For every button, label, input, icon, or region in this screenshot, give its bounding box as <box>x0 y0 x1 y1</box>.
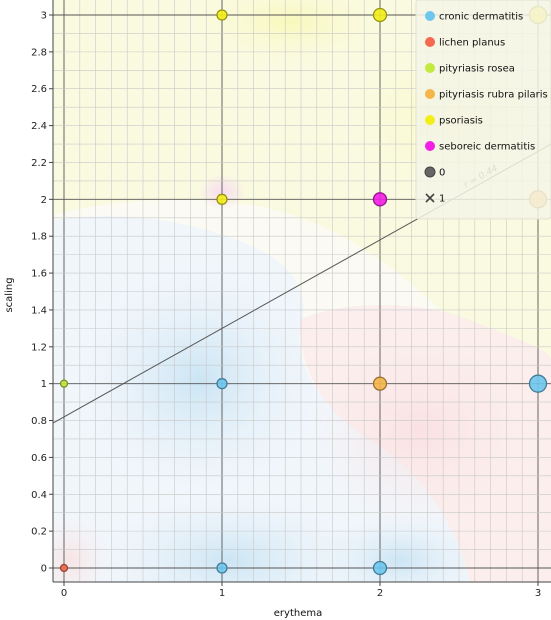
y-tick-label: 2 <box>41 195 47 206</box>
y-tick-label: 2.8 <box>31 47 47 58</box>
legend-shape-circle <box>424 166 436 178</box>
data-point <box>372 376 388 391</box>
data-point <box>372 560 388 576</box>
y-tick-label: 1.2 <box>31 342 47 353</box>
legend-label: cronic dermatitis <box>439 12 523 23</box>
y-tick-label: 1.4 <box>31 305 47 316</box>
y-tick-label: 3 <box>41 11 47 22</box>
y-axis-title: scaling <box>4 277 15 312</box>
data-point <box>216 193 228 205</box>
data-point <box>528 374 548 393</box>
y-tick-label: 0.2 <box>31 527 47 538</box>
legend-swatch <box>425 89 435 99</box>
y-tick-label: 2.4 <box>31 121 47 132</box>
y-tick-label: 1.6 <box>31 269 47 280</box>
data-point <box>59 379 69 388</box>
legend-shape-cross <box>425 193 435 203</box>
y-tick-label: 2.6 <box>31 84 47 95</box>
y-tick-label: 2.2 <box>31 158 47 169</box>
legend-label: seboreic dermatitis <box>439 142 535 153</box>
legend-shape-label: 1 <box>439 194 445 205</box>
data-point <box>372 192 388 207</box>
y-tick-label: 0.8 <box>31 416 47 427</box>
y-tick-label: 0.4 <box>31 490 47 501</box>
legend-swatch <box>425 37 435 47</box>
legend-swatch <box>425 141 435 151</box>
legend-label: pityriasis rubra pilaris <box>439 90 548 101</box>
data-point <box>216 378 228 390</box>
y-tick-label: 1.8 <box>31 232 47 243</box>
legend-swatch <box>425 11 435 21</box>
data-point <box>59 563 69 573</box>
y-tick-label: 1 <box>41 379 47 390</box>
legend-label: lichen planus <box>439 38 505 49</box>
legend-swatch <box>425 115 435 125</box>
x-axis-title: erythema <box>274 608 322 619</box>
legend-swatch <box>425 63 435 73</box>
y-tick-label: 0.6 <box>31 453 47 464</box>
x-tick-label: 3 <box>535 588 541 599</box>
legend-shape-label: 0 <box>439 168 445 179</box>
x-tick-label: 0 <box>61 588 67 599</box>
axis-ticks: 0 1 2 3 0 0.2 0.4 0.6 0.8 1 1.2 1.4 1.6 1.8 2 2.2 2.4 2.6… <box>31 11 541 600</box>
x-tick-label: 2 <box>377 588 383 599</box>
data-point <box>216 9 228 21</box>
x-tick-label: 1 <box>219 588 225 599</box>
legend-label: psoriasis <box>439 116 483 127</box>
legend: cronic dermatitis lichen planus pityriasis… <box>415 0 551 220</box>
data-point <box>216 562 228 574</box>
y-tick-label: 0 <box>41 564 47 575</box>
data-point <box>372 7 388 23</box>
legend-label: pityriasis rosea <box>439 64 515 75</box>
